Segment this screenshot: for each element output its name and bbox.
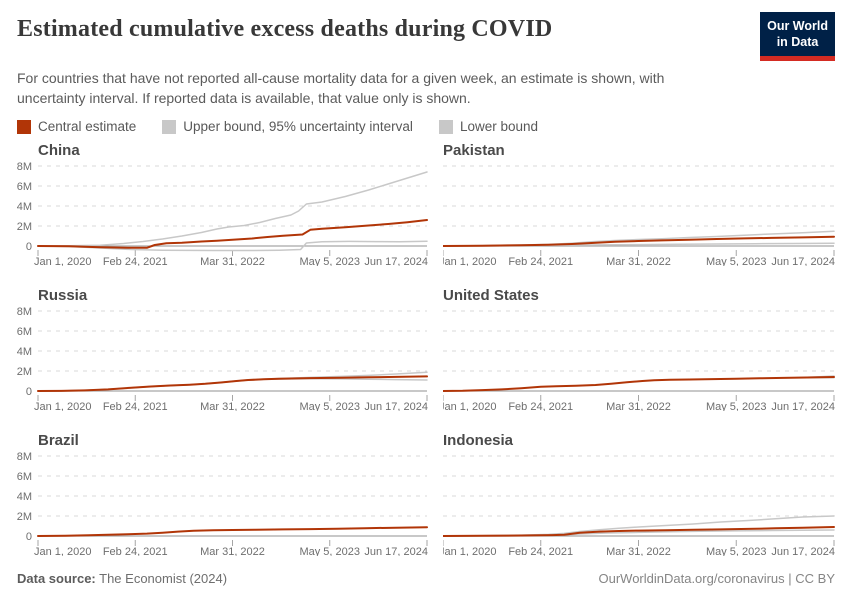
owid-logo-line2: in Data bbox=[776, 35, 819, 50]
x-tick-label: May 5, 2023 bbox=[299, 546, 360, 556]
legend: Central estimate Upper bound, 95% uncerta… bbox=[17, 119, 835, 134]
chart-russia: Russia 8M 6M 4M 2M 0 Jan 1, 2020 Feb 24, 2021 Ma… bbox=[17, 287, 428, 411]
chart-plot-united-states: Jan 1, 2020 Feb 24, 2021 Mar 31, 2022 May 5… bbox=[443, 310, 835, 411]
x-tick-label: Jan 1, 2020 bbox=[34, 401, 92, 411]
license-label: CC BY bbox=[795, 571, 835, 586]
x-tick-label: Feb 24, 2021 bbox=[508, 256, 573, 266]
x-tick-label: Jun 17, 2024 bbox=[771, 546, 835, 556]
x-tick-label: Jun 17, 2024 bbox=[364, 546, 428, 556]
x-tick-label: May 5, 2023 bbox=[706, 256, 767, 266]
owid-link[interactable]: OurWorldinData.org/coronavirus bbox=[598, 571, 785, 586]
x-tick-label: May 5, 2023 bbox=[299, 401, 360, 411]
x-tick-label: Feb 24, 2021 bbox=[508, 401, 573, 411]
series-upper-bound-95-uncertainty-interval bbox=[37, 171, 428, 247]
y-tick-label: 0 bbox=[26, 531, 32, 543]
x-tick-label: Feb 24, 2021 bbox=[103, 546, 168, 556]
x-tick-label: Jan 1, 2020 bbox=[34, 546, 92, 556]
x-tick-label: Feb 24, 2021 bbox=[103, 256, 168, 266]
y-tick-label: 6M bbox=[17, 181, 32, 193]
x-tick-label: Jan 1, 2020 bbox=[443, 401, 497, 411]
chart-united-states: United States Jan 1, 2020 Feb 24, 2021 Mar … bbox=[443, 287, 835, 411]
x-tick-label: Mar 31, 2022 bbox=[200, 546, 265, 556]
x-tick-label: Feb 24, 2021 bbox=[103, 401, 168, 411]
legend-label: Central estimate bbox=[38, 119, 137, 135]
legend-label: Lower bound bbox=[459, 119, 538, 135]
x-tick-label: Jun 17, 2024 bbox=[771, 256, 835, 266]
legend-item-1: Upper bound, 95% uncertainty interval bbox=[162, 119, 413, 134]
x-tick-label: Mar 31, 2022 bbox=[200, 401, 265, 411]
chart-title-indonesia: Indonesia bbox=[443, 432, 514, 450]
y-tick-label: 6M bbox=[17, 471, 32, 483]
series-central-estimate bbox=[37, 219, 428, 249]
chart-indonesia: Indonesia Jan 1, 2020 Feb 24, 2021 Mar 31, … bbox=[443, 432, 835, 556]
charts-grid: China 8M 6M 4M 2M 0 Jan 1, 2020 Feb 24, 2021 Mar… bbox=[17, 142, 835, 556]
footer: Data source: The Economist (2024) OurWor… bbox=[17, 571, 835, 586]
x-tick-label: Mar 31, 2022 bbox=[606, 256, 671, 266]
legend-swatch-icon bbox=[17, 119, 31, 134]
data-source: Data source: The Economist (2024) bbox=[17, 571, 227, 586]
series-central-estimate bbox=[37, 526, 428, 538]
legend-label: Upper bound, 95% uncertainty interval bbox=[183, 119, 413, 135]
chart-subtitle: For countries that have not reported all… bbox=[17, 69, 665, 106]
x-tick-label: May 5, 2023 bbox=[299, 256, 360, 266]
owid-logo: Our World in Data bbox=[760, 12, 835, 61]
data-source-value: The Economist (2024) bbox=[99, 571, 228, 586]
x-tick-label: Feb 24, 2021 bbox=[508, 546, 573, 556]
y-tick-label: 4M bbox=[17, 491, 32, 503]
y-tick-label: 8M bbox=[17, 452, 32, 463]
y-tick-label: 4M bbox=[17, 346, 32, 358]
series-central-estimate bbox=[443, 526, 835, 538]
x-tick-label: Jun 17, 2024 bbox=[364, 401, 428, 411]
owid-logo-line1: Our World bbox=[767, 19, 828, 33]
y-tick-label: 6M bbox=[17, 326, 32, 338]
y-tick-label: 2M bbox=[17, 366, 32, 378]
x-tick-label: Mar 31, 2022 bbox=[200, 256, 265, 266]
x-tick-label: Jan 1, 2020 bbox=[443, 256, 497, 266]
x-tick-label: May 5, 2023 bbox=[706, 401, 767, 411]
y-tick-label: 0 bbox=[26, 241, 32, 253]
chart-title-russia: Russia bbox=[38, 287, 88, 305]
y-tick-label: 8M bbox=[17, 307, 32, 318]
series-central-estimate bbox=[443, 235, 835, 248]
y-tick-label: 4M bbox=[17, 201, 32, 213]
legend-swatch-icon bbox=[162, 119, 177, 134]
x-tick-label: Jan 1, 2020 bbox=[443, 546, 497, 556]
legend-swatch-icon bbox=[438, 119, 453, 134]
header: Estimated cumulative excess deaths durin… bbox=[17, 12, 835, 61]
x-tick-label: Jan 1, 2020 bbox=[34, 256, 92, 266]
chart-pakistan: Pakistan Jan 1, 2020 Feb 24, 2021 Mar 31, 2… bbox=[443, 142, 835, 266]
legend-item-2: Lower bound bbox=[438, 119, 538, 135]
chart-plot-pakistan: Jan 1, 2020 Feb 24, 2021 Mar 31, 2022 May 5… bbox=[443, 165, 835, 266]
footer-attribution: OurWorldinData.org/coronavirus | CC BY bbox=[598, 571, 835, 586]
y-tick-label: 8M bbox=[17, 162, 32, 173]
x-tick-label: Jun 17, 2024 bbox=[364, 256, 428, 266]
chart-title-china: China bbox=[38, 142, 80, 160]
series-central-estimate bbox=[37, 375, 428, 393]
chart-title-united-states: United States bbox=[443, 287, 539, 305]
chart-brazil: Brazil 8M 6M 4M 2M 0 Jan 1, 2020 Feb 24, 2021 Ma… bbox=[17, 432, 428, 556]
x-tick-label: Jun 17, 2024 bbox=[771, 401, 835, 411]
x-tick-label: Mar 31, 2022 bbox=[606, 401, 671, 411]
chart-title-pakistan: Pakistan bbox=[443, 142, 505, 160]
x-tick-label: Mar 31, 2022 bbox=[606, 546, 671, 556]
data-source-label: Data source: bbox=[17, 571, 96, 586]
footer-separator: | bbox=[784, 571, 796, 586]
x-tick-label: May 5, 2023 bbox=[706, 546, 767, 556]
chart-china: China 8M 6M 4M 2M 0 Jan 1, 2020 Feb 24, 2021 Mar… bbox=[17, 142, 428, 266]
page-title: Estimated cumulative excess deaths durin… bbox=[17, 16, 553, 42]
y-tick-label: 2M bbox=[17, 511, 32, 523]
y-tick-label: 2M bbox=[17, 221, 32, 233]
series-lower-bound bbox=[37, 240, 428, 252]
chart-title-brazil: Brazil bbox=[38, 432, 79, 450]
series-central-estimate bbox=[443, 376, 835, 393]
legend-item-0: Central estimate bbox=[17, 119, 136, 134]
chart-plot-indonesia: Jan 1, 2020 Feb 24, 2021 Mar 31, 2022 May 5… bbox=[443, 455, 835, 556]
y-tick-label: 0 bbox=[26, 386, 32, 398]
